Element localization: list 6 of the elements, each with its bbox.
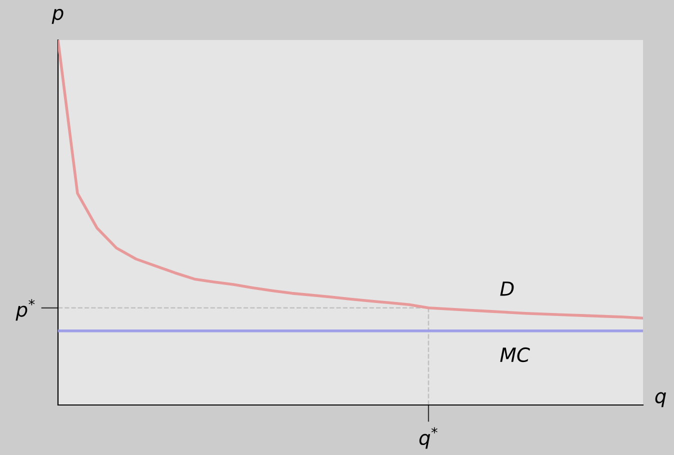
series-label: MC [500,347,530,362]
x-axis-title: q [655,392,666,408]
y-axis-title: p [52,8,64,24]
text: q$^{*}$ [419,427,438,449]
series-label: D [500,282,514,296]
ref-line-label: p$^{*}$ [16,299,35,321]
